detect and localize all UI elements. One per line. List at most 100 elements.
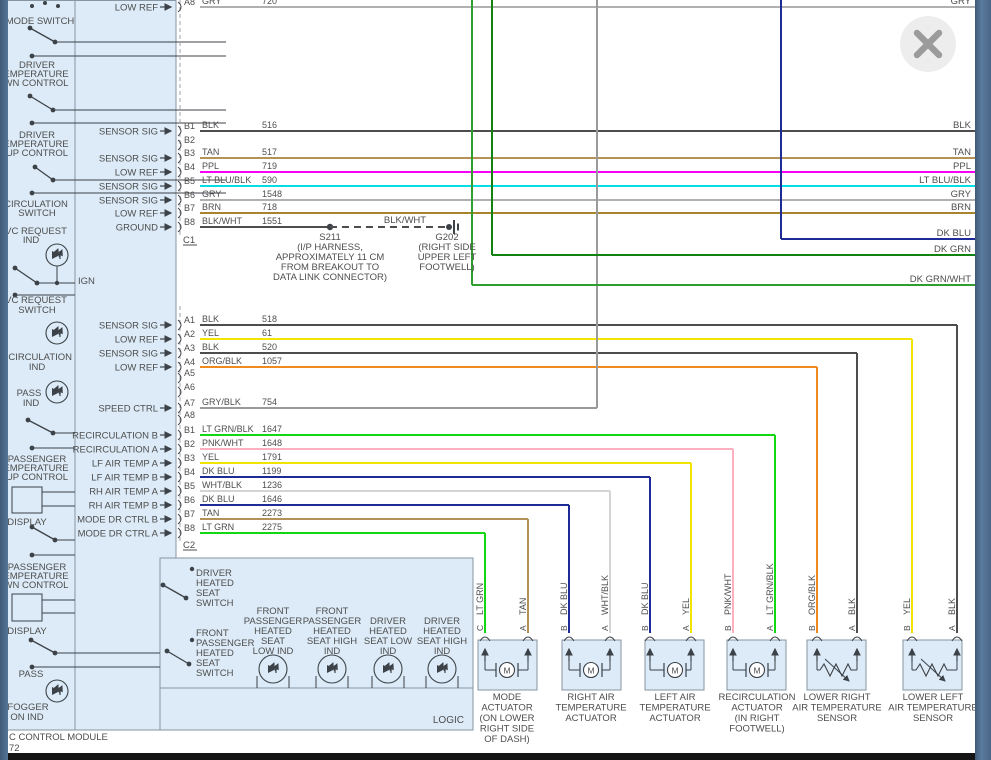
splice-id: S211 <box>319 232 340 243</box>
led-arrow <box>56 327 63 336</box>
seat-switch-label: PASSENGER <box>196 638 255 649</box>
switch-blade-line <box>29 27 56 43</box>
sidebar-label: SWITCH <box>18 208 56 219</box>
sidebar-label: PASS <box>17 388 42 399</box>
ground-location-note: FOOTWELL) <box>419 262 474 273</box>
pin-arc <box>177 443 182 455</box>
logic-block-label: LOGIC <box>432 715 464 726</box>
sidebar-label: WN CONTROL <box>4 78 69 89</box>
pin-arc <box>177 414 182 426</box>
component-pin-letter: B <box>807 625 817 631</box>
seat-indicator-label: FRONT <box>316 606 349 617</box>
pin-label: A3 <box>184 343 195 353</box>
wire-color-label: BLK <box>202 342 219 352</box>
drop-wire-color-label: BLK <box>947 598 957 615</box>
sidebar-label: DISPLAY <box>7 626 47 637</box>
switch-blade-line <box>27 419 54 434</box>
circuit-number: 1551 <box>262 216 282 226</box>
pin-label: B5 <box>184 481 195 491</box>
seat-switch-label: SEAT <box>196 658 220 669</box>
rotary-switch-dot <box>43 1 47 5</box>
pin-arc <box>177 372 182 384</box>
splice-location-note: APPROXIMATELY 11 CM <box>276 252 385 263</box>
pin-arc <box>177 1 182 13</box>
wire-color-label: YEL <box>202 328 219 338</box>
circuit-number: 516 <box>262 120 277 130</box>
led-arrow <box>331 663 338 672</box>
circuit-number: 1057 <box>262 356 282 366</box>
sidebar-label: CIRCULATION <box>4 199 68 210</box>
circuit-number: 61 <box>262 328 272 338</box>
motor-icon <box>748 661 766 679</box>
right-exit-wire-label: BLK <box>953 120 972 131</box>
scrollbar-right[interactable] <box>975 0 991 760</box>
seat-switch-label: SEAT <box>196 588 220 599</box>
wire-color-label: BLK/WHT <box>202 216 243 226</box>
circuit-number: 1548 <box>262 189 282 199</box>
pin-label: B6 <box>184 495 195 505</box>
component-name: SENSOR <box>913 713 953 724</box>
signal-label: LOW REF <box>115 363 158 374</box>
bottom-bar <box>8 753 975 760</box>
wire-color-label: LT BLU/BLK <box>202 175 251 185</box>
resistor-icon <box>915 662 950 678</box>
splice-location-note: FROM BREAKOUT TO <box>281 262 379 273</box>
motor-letter: M <box>671 666 678 676</box>
sidebar-label: ON IND <box>10 712 43 723</box>
led-indicator-icon <box>317 654 347 684</box>
pin-label: B4 <box>184 162 195 172</box>
pin-arc <box>177 180 182 192</box>
sidebar-label: EMPERATURE <box>3 571 68 582</box>
led-arrow <box>272 663 279 672</box>
rotary-switch-dot <box>56 4 60 8</box>
wire-color-label: TAN <box>202 147 219 157</box>
drop-wire-color-label: DK BLU <box>559 582 569 615</box>
sidebar-label: UP CONTROL <box>6 472 68 483</box>
component-pin-letter: A <box>518 625 528 631</box>
sidebar-label: PASS <box>19 669 44 680</box>
led-indicator-icon <box>373 654 403 684</box>
component-pin-letter: B <box>902 625 912 631</box>
right-exit-wire-label: BRN <box>951 202 971 213</box>
wire-color-label: BLK <box>202 120 219 130</box>
right-exit-wire-label: GRY <box>951 0 972 7</box>
pin-label: B6 <box>184 190 195 200</box>
module-background <box>8 0 963 731</box>
seat-indicator-label: SEAT HIGH <box>307 636 357 647</box>
wire-color-label: DK BLU <box>202 494 235 504</box>
motor-letter: M <box>753 666 760 676</box>
close-button[interactable] <box>900 16 956 72</box>
motor-letter: M <box>587 666 594 676</box>
signal-label: SPEED CTRL <box>98 404 158 415</box>
pin-label: B8 <box>184 217 195 227</box>
signal-label: LOW REF <box>115 335 158 346</box>
component-pin-letter: B <box>640 625 650 631</box>
circuit-number: 1648 <box>262 438 282 448</box>
component-pin-arc <box>563 636 575 642</box>
pin-arc <box>177 457 182 469</box>
signal-label: RH AIR TEMP A <box>89 487 158 498</box>
seat-indicator-label: IND <box>380 646 397 657</box>
sidebar-label: EMPERATURE <box>3 139 68 150</box>
seat-indicator-label: FRONT <box>257 606 290 617</box>
seat-switch-label: SWITCH <box>196 598 234 609</box>
component-pin-arc <box>604 636 616 642</box>
signal-label: SENSOR SIG <box>99 127 158 138</box>
component-name: SENSOR <box>817 713 857 724</box>
component-pin-letter: B <box>559 625 569 631</box>
signal-label: GROUND <box>116 223 158 234</box>
signal-label: RECIRCULATION B <box>72 431 158 442</box>
pin-arc <box>177 221 182 233</box>
motor-icon <box>582 661 600 679</box>
signal-label: LF AIR TEMP B <box>91 473 158 484</box>
component-pin-arc <box>906 636 918 642</box>
pin-arc <box>177 386 182 398</box>
seat-indicator-label: PASSENGER <box>244 616 303 627</box>
led-arrow <box>441 663 448 672</box>
seat-indicator-label: IND <box>434 646 451 657</box>
pin-label: A6 <box>184 382 195 392</box>
motor-icon <box>666 661 684 679</box>
seat-indicator-label: LOW IND <box>253 646 294 657</box>
component-name: MODE <box>493 692 522 703</box>
